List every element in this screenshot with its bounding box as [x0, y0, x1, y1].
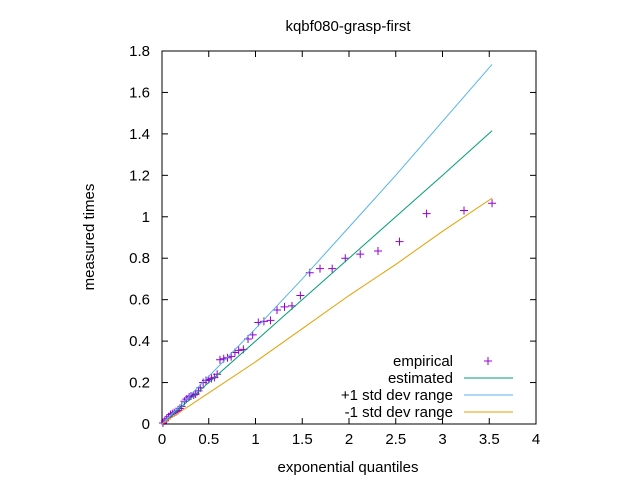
data-point	[213, 370, 222, 379]
plot-frame	[161, 50, 537, 425]
y-tick-label: 1.2	[129, 167, 150, 184]
y-tick-label: 0.2	[129, 375, 150, 392]
x-tick-label: 0	[158, 431, 166, 448]
series-line-2	[161, 64, 493, 425]
series-line-3	[161, 197, 493, 425]
x-tick-label: 0.5	[198, 431, 219, 448]
y-tick-label: 0.8	[129, 250, 150, 267]
y-tick-label: 1	[142, 209, 150, 226]
data-point	[356, 250, 365, 259]
y-tick-label: 1.6	[129, 84, 150, 101]
y-tick-label: 0	[142, 416, 150, 433]
series-line-1	[161, 130, 493, 425]
legend-label: -1 std dev range	[345, 404, 453, 421]
data-point	[422, 209, 431, 218]
x-tick-label: 3	[438, 431, 446, 448]
chart-title: kqbf080-grasp-first	[285, 18, 411, 35]
y-tick-label: 1.4	[129, 126, 150, 143]
legend-swatch-marker	[484, 357, 492, 365]
data-point	[460, 206, 469, 215]
y-axis: 0 0.2 0.4 0.6 0.8 1 1.2 1.4 1.6 1.8	[129, 43, 536, 433]
data-point	[234, 346, 243, 355]
data-point	[316, 264, 325, 273]
data-point	[296, 291, 305, 300]
data-point	[395, 237, 404, 246]
y-tick-label: 0.6	[129, 292, 150, 309]
data-point	[215, 355, 224, 364]
y-tick-label: 1.8	[129, 43, 150, 60]
x-tick-label: 1	[251, 431, 259, 448]
x-axis-label: exponential quantiles	[278, 459, 419, 476]
data-point	[488, 199, 497, 208]
legend-label: estimated	[388, 370, 453, 387]
x-tick-label: 3.5	[479, 431, 500, 448]
y-axis-label: measured times	[81, 184, 98, 291]
series-layer	[158, 64, 497, 427]
x-tick-label: 1.5	[292, 431, 313, 448]
data-point	[328, 264, 337, 273]
x-tick-label: 4	[532, 431, 540, 448]
legend-label: +1 std dev range	[341, 387, 453, 404]
x-axis: 0 0.5 1 1.5 2 2.5 3 3.5 4	[158, 51, 540, 448]
legend-label: empirical	[393, 353, 453, 370]
data-point	[273, 306, 282, 315]
data-point	[280, 302, 289, 311]
x-tick-label: 2	[345, 431, 353, 448]
data-point	[373, 246, 382, 255]
y-tick-label: 0.4	[129, 333, 150, 350]
data-point	[266, 316, 275, 325]
data-point	[259, 317, 268, 326]
x-tick-label: 2.5	[385, 431, 406, 448]
